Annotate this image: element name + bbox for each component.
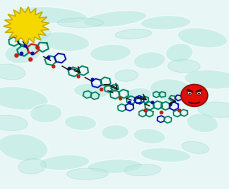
Ellipse shape [18,159,46,174]
Circle shape [180,84,207,106]
Ellipse shape [114,70,137,81]
Ellipse shape [64,115,96,130]
Ellipse shape [101,125,128,140]
Ellipse shape [89,44,131,62]
Ellipse shape [39,155,89,170]
Ellipse shape [183,70,229,89]
Ellipse shape [73,83,110,98]
Circle shape [187,91,191,95]
Ellipse shape [0,64,25,80]
Ellipse shape [181,141,208,153]
Ellipse shape [114,29,151,39]
Ellipse shape [165,43,192,63]
Ellipse shape [23,28,50,40]
Ellipse shape [133,128,165,144]
Polygon shape [3,7,49,44]
Ellipse shape [0,87,48,110]
Circle shape [188,93,190,94]
Ellipse shape [124,164,160,176]
Ellipse shape [5,42,41,64]
Ellipse shape [167,60,199,73]
Ellipse shape [14,7,87,24]
Ellipse shape [177,28,226,48]
Ellipse shape [83,11,146,27]
Ellipse shape [140,15,190,30]
Ellipse shape [39,32,89,51]
Ellipse shape [87,159,142,174]
Circle shape [196,91,200,95]
Circle shape [197,93,199,94]
Ellipse shape [30,104,62,123]
Ellipse shape [140,148,190,162]
Ellipse shape [133,52,165,69]
Ellipse shape [0,134,48,161]
Ellipse shape [66,168,108,180]
Ellipse shape [57,18,103,27]
Ellipse shape [197,102,229,117]
Ellipse shape [149,79,194,102]
Ellipse shape [0,115,27,131]
Ellipse shape [124,88,151,101]
Ellipse shape [186,113,217,133]
